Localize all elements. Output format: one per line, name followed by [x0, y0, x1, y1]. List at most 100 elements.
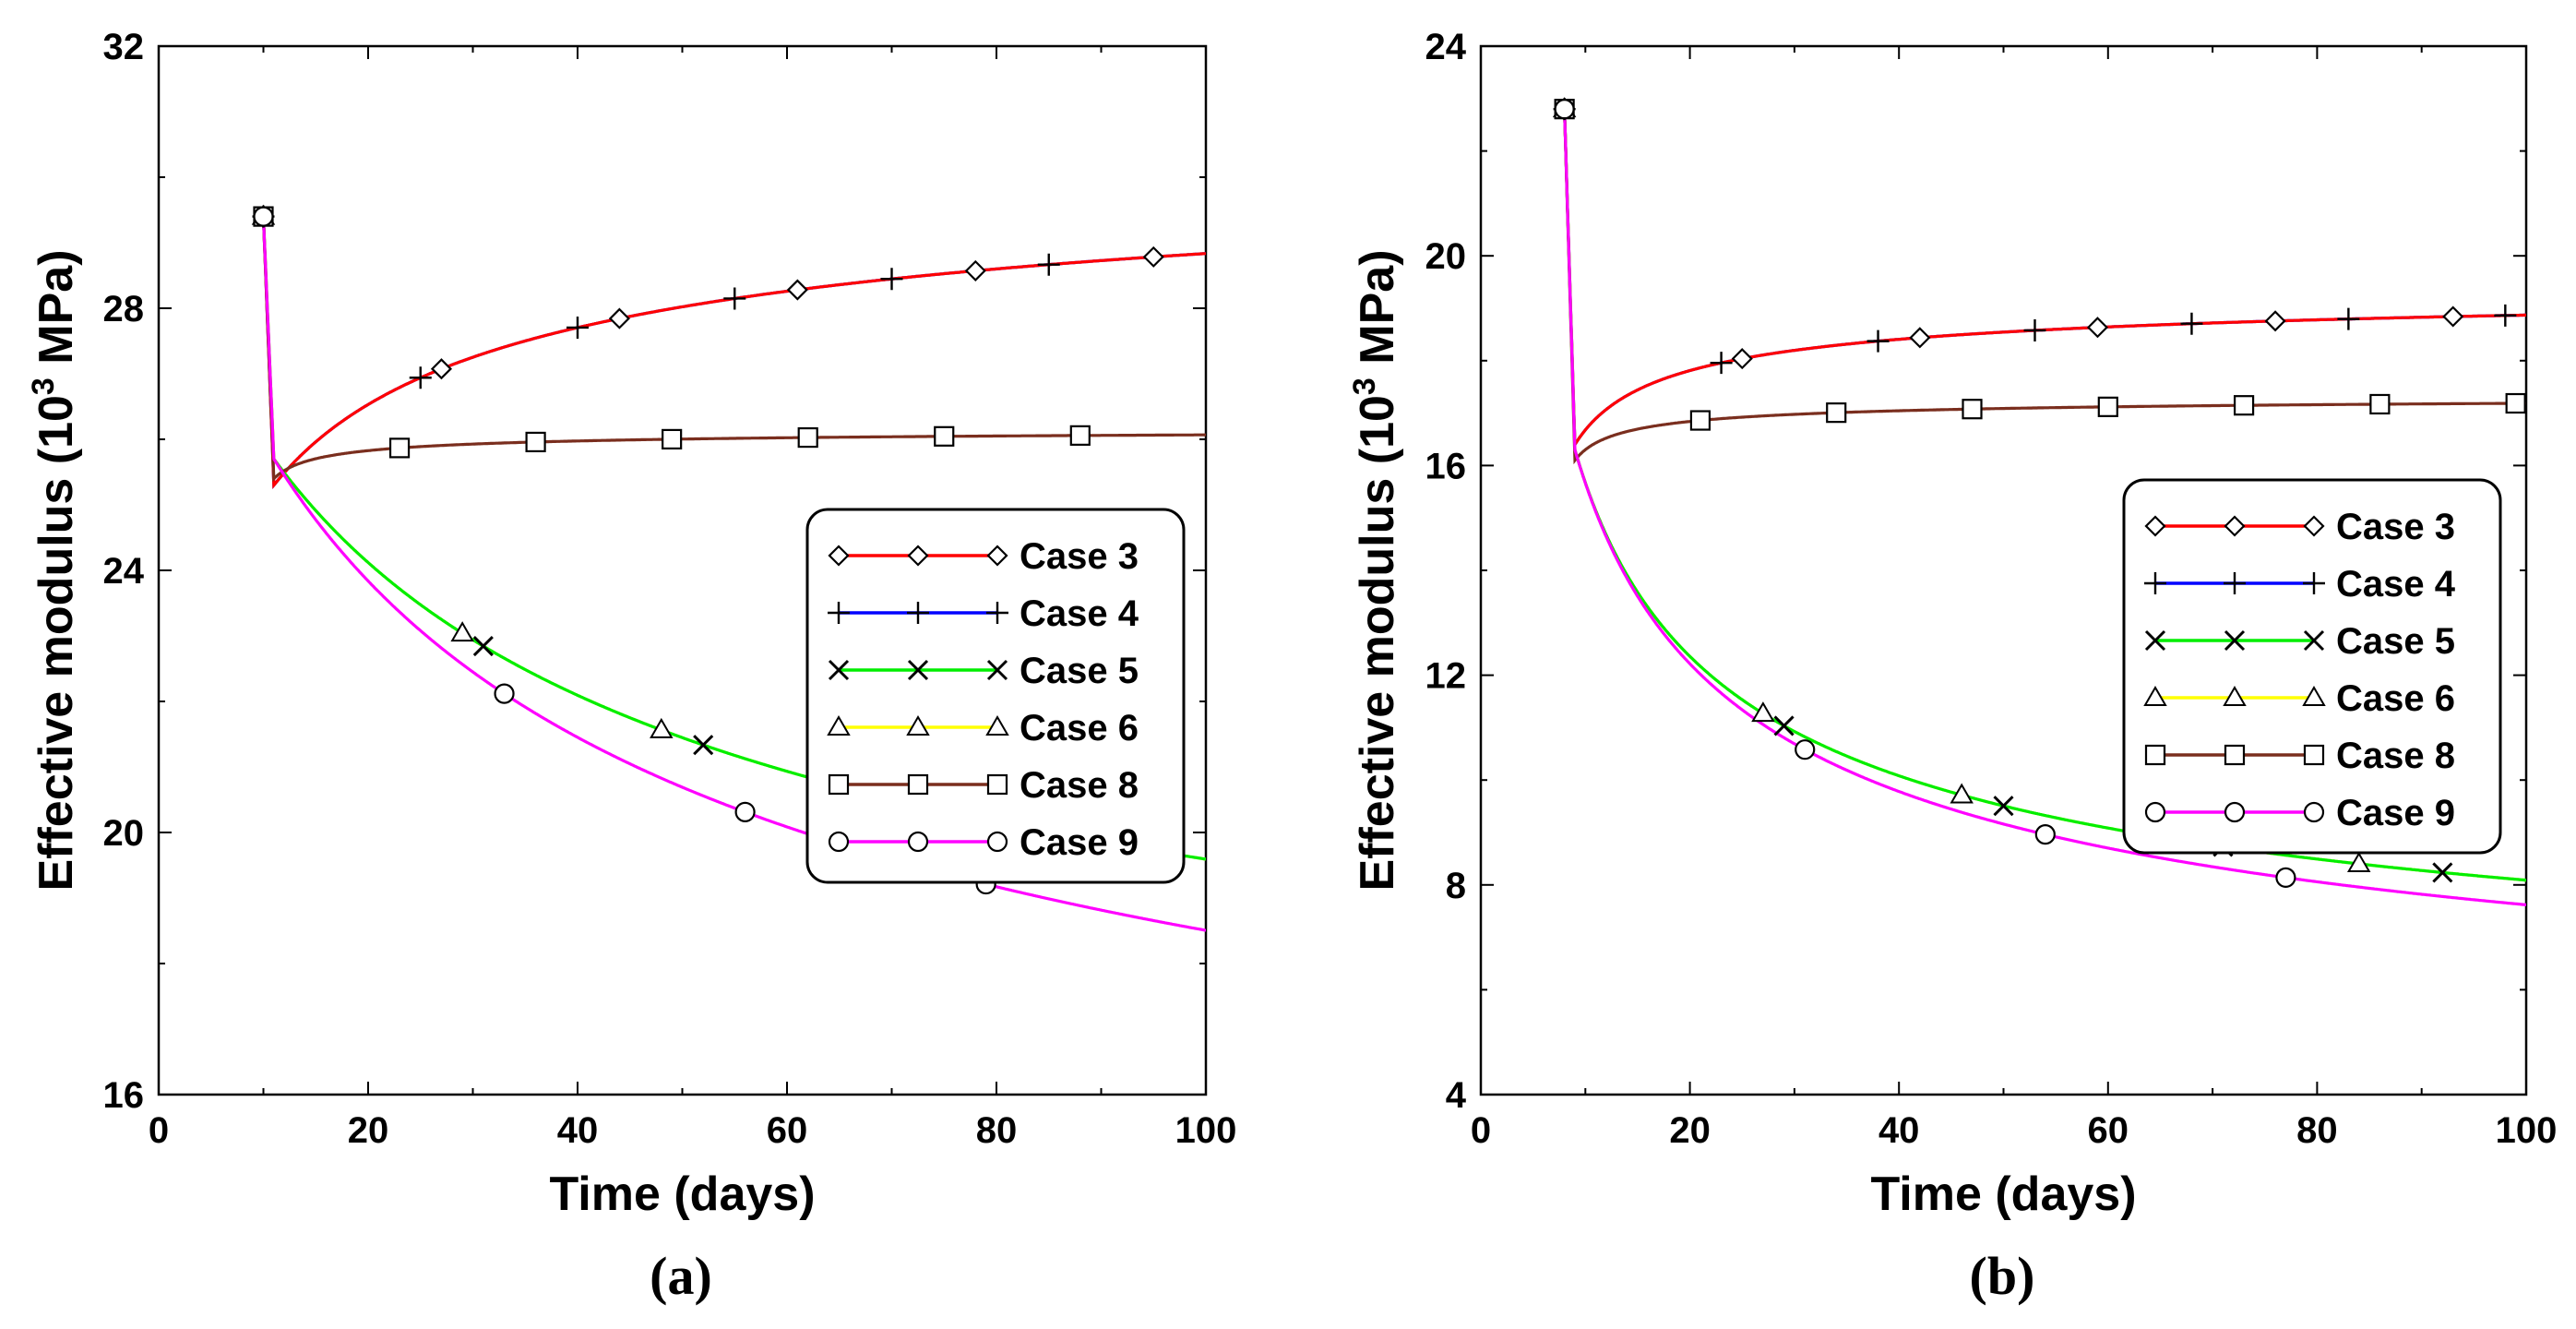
data-point-case-5 [472, 636, 494, 657]
data-point-start [1554, 99, 1575, 120]
legend: Case 3 Case 4 Case 5 Case 6 Case 8 Case 9 [2122, 478, 2502, 855]
chart-panel-2: 0 20 40 60 80 100 4 8 12 16 20 24 Time (days) Effecti… [1347, 27, 2557, 1306]
data-point-case-3 [430, 358, 453, 380]
legend-marker [828, 602, 850, 624]
legend-box [2122, 478, 2502, 855]
legend-marker [2224, 744, 2246, 766]
legend-entry-label: Case 8 [1020, 765, 1139, 806]
legend-marker [2224, 801, 2246, 823]
y-axis-title: Effective modulus (103 MPa) [26, 249, 83, 891]
data-point-case-5 [1993, 796, 2014, 817]
legend-entry-label: Case 5 [2336, 621, 2455, 662]
data-point-case-8 [2233, 395, 2255, 416]
legend-marker [2144, 629, 2166, 652]
data-point-case-8 [934, 425, 955, 447]
data-point-case-9 [734, 801, 756, 822]
x-tick-label: 0 [149, 1110, 169, 1151]
x-axis-title: Time (days) [1870, 1167, 2136, 1221]
legend-marker [828, 773, 850, 796]
data-point-case-8 [2505, 392, 2526, 414]
legend-marker [2224, 515, 2246, 537]
panel-caption: (a) [650, 1246, 712, 1306]
legend-marker [2224, 629, 2246, 652]
legend-marker [906, 715, 930, 736]
y-tick-label: 28 [103, 289, 145, 329]
data-point-case-8 [1962, 399, 1983, 420]
data-point-case-9 [2034, 824, 2056, 845]
data-point-case-4 [409, 366, 432, 389]
data-point-case-4 [1037, 253, 1060, 276]
series-line-case-9 [261, 216, 1206, 932]
data-point-case-3 [1909, 327, 1931, 349]
legend-marker [2303, 572, 2325, 594]
data-point-case-3 [964, 259, 986, 281]
data-point-case-6 [2346, 852, 2371, 873]
legend-entry-label: Case 3 [1020, 536, 1139, 577]
x-tick-label: 40 [557, 1110, 599, 1151]
data-point-case-4 [2023, 318, 2046, 341]
data-point-case-4 [2180, 312, 2203, 335]
legend-marker [986, 602, 1008, 624]
x-tick-label: 20 [348, 1110, 389, 1151]
data-point-case-8 [2369, 393, 2391, 415]
legend-marker [827, 715, 851, 736]
x-axis-title: Time (days) [549, 1167, 815, 1221]
legend-marker [2144, 515, 2166, 537]
legend-entry-label: Case 9 [1020, 822, 1139, 863]
series-line-case-8 [1563, 109, 2526, 465]
chart-panel-1: 0 20 40 60 80 100 16 20 24 28 32 Time (days) Effecti… [26, 27, 1236, 1306]
legend-marker [986, 831, 1008, 853]
data-point-case-4 [880, 268, 903, 291]
y-tick-label: 16 [103, 1075, 145, 1116]
legend-marker [2223, 686, 2247, 706]
data-point-case-8 [388, 437, 411, 459]
legend-entry-label: Case 3 [2336, 507, 2455, 547]
data-point-case-9 [1795, 739, 1816, 760]
legend-marker [2303, 629, 2325, 652]
data-point-case-4 [2494, 304, 2517, 327]
x-tick-label: 100 [2496, 1110, 2558, 1151]
data-point-case-9 [2275, 867, 2296, 888]
legend-marker [907, 545, 929, 567]
y-tick-label: 4 [1446, 1075, 1467, 1116]
data-point-case-8 [1826, 402, 1847, 424]
data-point-case-5 [1773, 715, 1795, 736]
legend-marker [828, 659, 850, 681]
y-axis-title: Effective modulus (103 MPa) [1347, 249, 1404, 891]
legend-marker [907, 602, 929, 624]
series-line-case-8 [261, 216, 1206, 483]
y-tick-label: 16 [1425, 446, 1467, 486]
legend-marker [907, 831, 929, 853]
data-point-case-4 [723, 287, 746, 310]
data-point-start [253, 206, 274, 227]
data-point-case-8 [1069, 425, 1091, 446]
data-point-case-5 [2432, 862, 2453, 883]
data-point-case-6 [1950, 783, 1974, 804]
data-point-case-6 [450, 621, 474, 642]
data-point-case-8 [2097, 396, 2118, 417]
legend-marker [828, 545, 850, 567]
data-point-case-6 [1751, 701, 1775, 723]
data-point-case-9 [494, 683, 515, 704]
data-point-case-3 [786, 279, 808, 301]
x-tick-label: 100 [1175, 1110, 1237, 1151]
legend-marker [907, 659, 929, 681]
legend-box [805, 508, 1186, 884]
x-tick-label: 60 [767, 1110, 808, 1151]
legend-entry-label: Case 6 [1020, 708, 1139, 748]
x-tick-label: 60 [2088, 1110, 2129, 1151]
legend-marker [2143, 686, 2167, 706]
data-point-case-8 [1689, 410, 1711, 431]
legend-marker [2303, 801, 2325, 823]
data-point-case-8 [797, 426, 818, 449]
legend-marker [2144, 801, 2166, 823]
x-tick-label: 80 [2296, 1110, 2338, 1151]
legend-marker [2144, 572, 2166, 594]
data-point-case-3 [608, 307, 630, 329]
legend-marker [2302, 686, 2326, 706]
legend-entry-label: Case 4 [2336, 564, 2456, 605]
data-point-case-4 [2337, 307, 2360, 330]
y-tick-label: 24 [103, 551, 145, 592]
legend-marker [2144, 744, 2166, 766]
